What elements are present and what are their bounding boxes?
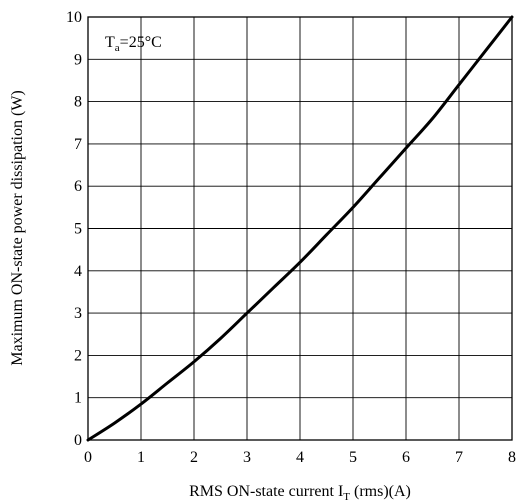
y-tick-label: 1: [74, 390, 82, 407]
x-tick-label: 5: [349, 449, 357, 466]
x-tick-label: 3: [243, 449, 251, 466]
x-axis-label: RMS ON-state current IT (rms)(A): [189, 483, 411, 503]
x-tick-label: 0: [84, 449, 92, 466]
temperature-annotation: Ta=25°C: [105, 34, 162, 54]
x-tick-label: 2: [190, 449, 198, 466]
plot-frame: [87, 16, 513, 441]
y-tick-label: 9: [74, 51, 82, 68]
x-axis-label-sub: T: [343, 491, 350, 503]
y-tick-label: 10: [66, 9, 82, 26]
y-tick-label: 0: [74, 432, 82, 449]
x-tick-label: 1: [137, 449, 145, 466]
y-tick-label: 8: [74, 94, 82, 111]
y-tick-label: 5: [74, 221, 82, 238]
x-tick-label: 6: [402, 449, 410, 466]
y-tick-label: 7: [74, 136, 82, 153]
annotation-sub: a: [115, 42, 120, 54]
x-axis-label-base: RMS ON-state current I: [189, 483, 343, 500]
x-tick-label: 4: [296, 449, 304, 466]
series-line: [86, 15, 514, 442]
x-tick-label: 7: [455, 449, 463, 466]
grid: [88, 17, 512, 440]
y-tick-label: 3: [74, 305, 82, 322]
y-axis-label: Maximum ON-state power dissipation (W): [9, 90, 26, 366]
y-tick-label: 4: [74, 263, 82, 280]
annotation-base: T: [105, 34, 115, 51]
y-tick-labels: 0 1 2 3 4 5 6 7 8 9 10: [66, 9, 82, 449]
x-tick-label: 8: [508, 449, 516, 466]
x-tick-labels: 0 1 2 3 4 5 6 7 8: [84, 449, 516, 466]
annotation-rest: =25°C: [120, 34, 162, 51]
y-tick-label: 2: [74, 347, 82, 364]
y-tick-label: 6: [74, 178, 82, 195]
series-layer: [86, 15, 514, 442]
x-axis-label-rest: (rms)(A): [350, 483, 411, 500]
